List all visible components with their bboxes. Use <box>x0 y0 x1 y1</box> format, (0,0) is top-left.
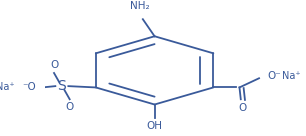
Text: ⁻O: ⁻O <box>22 82 36 92</box>
Text: O: O <box>65 102 74 112</box>
Text: O: O <box>50 60 58 70</box>
Text: NH₂: NH₂ <box>130 1 150 11</box>
Text: O: O <box>239 103 247 113</box>
Text: OH: OH <box>147 120 162 131</box>
Text: Na⁺: Na⁺ <box>0 82 15 92</box>
Text: Na⁺: Na⁺ <box>282 71 301 81</box>
Text: S: S <box>58 79 66 93</box>
Text: O⁻: O⁻ <box>267 71 281 81</box>
